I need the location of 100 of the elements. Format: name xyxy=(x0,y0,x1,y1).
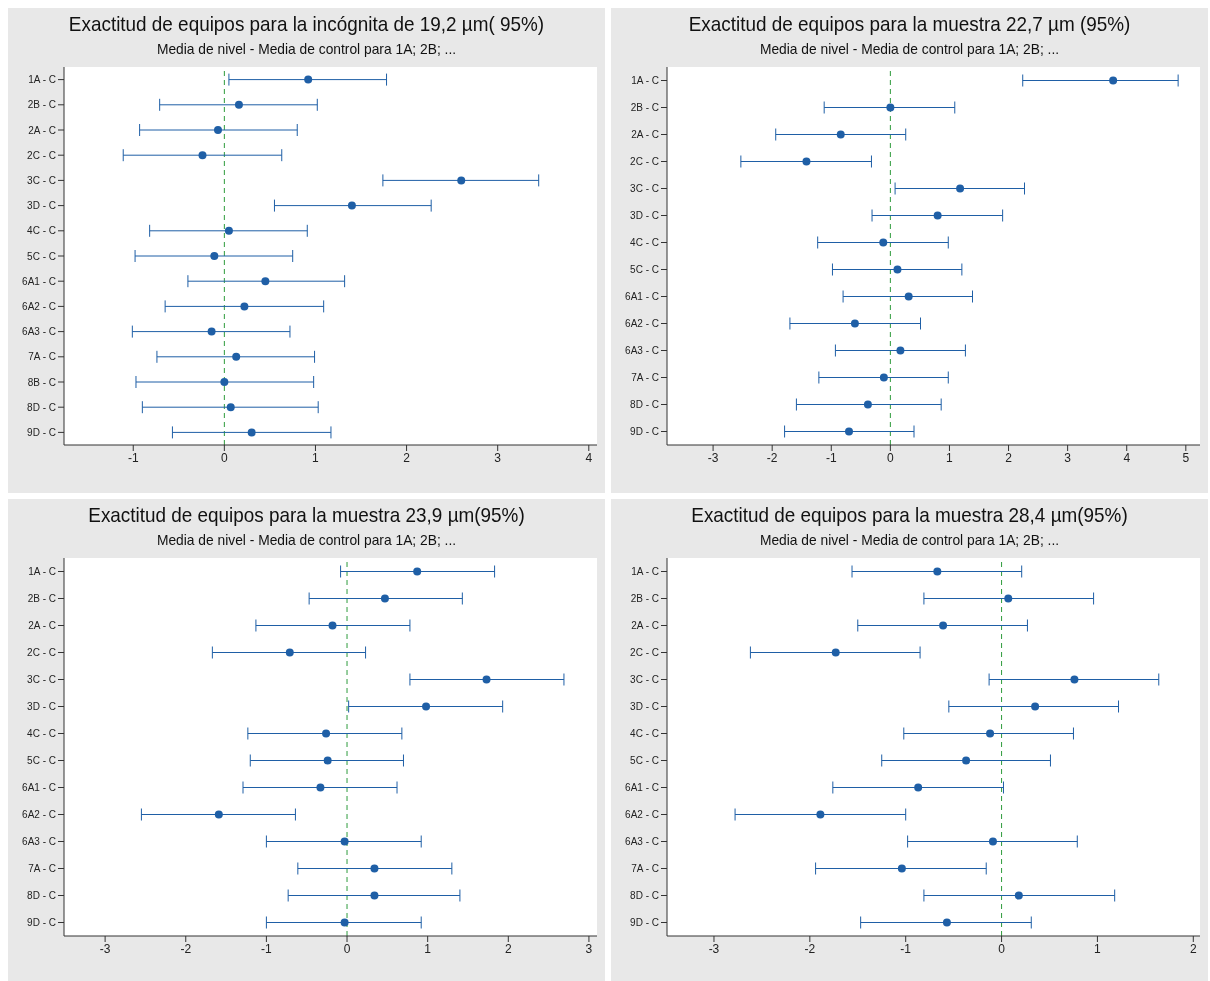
point xyxy=(904,292,913,301)
point xyxy=(893,265,902,274)
x-tick-label: 4 xyxy=(585,450,593,465)
point xyxy=(340,918,349,927)
x-tick-label: -2 xyxy=(766,450,778,465)
y-tick-label: 1A - C xyxy=(631,75,659,87)
y-tick-label: 2A - C xyxy=(631,129,659,141)
point xyxy=(316,783,325,792)
point xyxy=(1070,675,1079,684)
point xyxy=(962,756,971,765)
y-tick-label: 2C - C xyxy=(630,647,659,659)
point xyxy=(1014,891,1023,900)
point xyxy=(232,352,241,361)
point xyxy=(863,400,872,409)
y-tick-label: 1A - C xyxy=(631,566,659,578)
x-tick-label: 5 xyxy=(1182,450,1190,465)
y-tick-label: 3C - C xyxy=(27,674,56,686)
point xyxy=(210,252,219,260)
point xyxy=(942,918,951,927)
y-tick-label: 3D - C xyxy=(27,701,56,713)
y-tick-label: 4C - C xyxy=(27,225,56,237)
point xyxy=(323,756,332,765)
point xyxy=(1004,594,1013,603)
point xyxy=(896,346,905,355)
point xyxy=(1109,76,1118,85)
x-tick-label: 0 xyxy=(221,450,229,465)
x-tick-label: 2 xyxy=(403,450,411,465)
y-tick-label: 2A - C xyxy=(631,620,659,632)
y-tick-label: 1A - C xyxy=(28,566,56,578)
y-tick-label: 6A1 - C xyxy=(22,782,56,794)
y-tick-label: 7A - C xyxy=(28,863,56,875)
point xyxy=(347,201,356,210)
y-tick-label: 8D - C xyxy=(27,401,56,413)
x-tick-label: -3 xyxy=(99,941,111,956)
point xyxy=(956,184,965,193)
point xyxy=(986,729,995,738)
y-tick-label: 5C - C xyxy=(27,250,56,262)
chart-title: Exactitud de equipos para la muestra 28,4 µm(95%) xyxy=(690,503,1129,527)
y-tick-label: 6A3 - C xyxy=(625,345,659,357)
y-tick-label: 6A2 - C xyxy=(625,318,659,330)
x-tick-label: 2 xyxy=(1189,941,1197,956)
point xyxy=(933,211,942,220)
point xyxy=(220,378,229,386)
point xyxy=(831,648,840,657)
y-tick-label: 4C - C xyxy=(27,728,56,740)
point xyxy=(224,226,233,235)
point xyxy=(933,567,942,576)
x-tick-label: 2 xyxy=(1005,450,1013,465)
chart-subtitle: Media de nivel - Media de control para 1A; 2B; ... xyxy=(758,531,1061,548)
y-tick-label: 3C - C xyxy=(27,174,56,186)
y-tick-label: 4C - C xyxy=(630,237,659,249)
point xyxy=(226,403,235,412)
x-tick-label: -3 xyxy=(708,941,720,956)
y-tick-label: 5C - C xyxy=(630,755,659,767)
point xyxy=(380,594,389,603)
chart-subtitle: Media de nivel - Media de control para 1A; 2B; ... xyxy=(155,40,458,57)
x-tick-label: -2 xyxy=(804,941,816,956)
y-tick-label: 2B - C xyxy=(630,102,659,114)
chart-title: Exactitud de equipos para la muestra 22,7 µm (95%) xyxy=(687,12,1132,36)
point xyxy=(939,621,948,630)
chart-title: Exactitud de equipos para la incógnita de 19,2 µm( 95%) xyxy=(67,12,546,36)
point xyxy=(328,621,337,630)
y-tick-label: 2B - C xyxy=(27,99,56,111)
x-tick-label: 3 xyxy=(1064,450,1072,465)
y-tick-label: 6A3 - C xyxy=(625,836,659,848)
x-tick-label: -1 xyxy=(261,941,273,956)
y-tick-label: 6A1 - C xyxy=(22,275,56,287)
y-tick-label: 8D - C xyxy=(630,890,659,902)
point xyxy=(422,702,431,711)
y-tick-label: 2B - C xyxy=(27,593,56,605)
y-tick-label: 2A - C xyxy=(28,620,56,632)
x-tick-label: 4 xyxy=(1123,450,1131,465)
point xyxy=(482,675,491,684)
y-tick-label: 5C - C xyxy=(630,264,659,276)
y-tick-label: 6A3 - C xyxy=(22,326,56,338)
y-tick-label: 2B - C xyxy=(630,593,659,605)
y-tick-label: 9D - C xyxy=(27,917,56,929)
x-tick-label: 1 xyxy=(312,450,320,465)
x-tick-label: 2 xyxy=(504,941,512,956)
point xyxy=(1031,702,1040,711)
y-tick-label: 9D - C xyxy=(630,917,659,929)
point xyxy=(897,864,906,873)
y-tick-label: 5C - C xyxy=(27,755,56,767)
y-tick-label: 6A2 - C xyxy=(22,809,56,821)
point xyxy=(879,238,888,247)
x-tick-label: -1 xyxy=(900,941,912,956)
x-tick-label: 0 xyxy=(998,941,1006,956)
point xyxy=(322,729,331,738)
y-tick-label: 8B - C xyxy=(27,376,56,388)
x-tick-label: -2 xyxy=(180,941,192,956)
point xyxy=(285,648,294,657)
point xyxy=(988,837,997,846)
point xyxy=(850,319,859,328)
point xyxy=(816,810,825,819)
point xyxy=(802,157,811,166)
y-tick-label: 9D - C xyxy=(27,426,56,438)
y-tick-label: 7A - C xyxy=(631,863,659,875)
point xyxy=(879,373,888,382)
point xyxy=(340,837,349,846)
point xyxy=(886,103,895,112)
